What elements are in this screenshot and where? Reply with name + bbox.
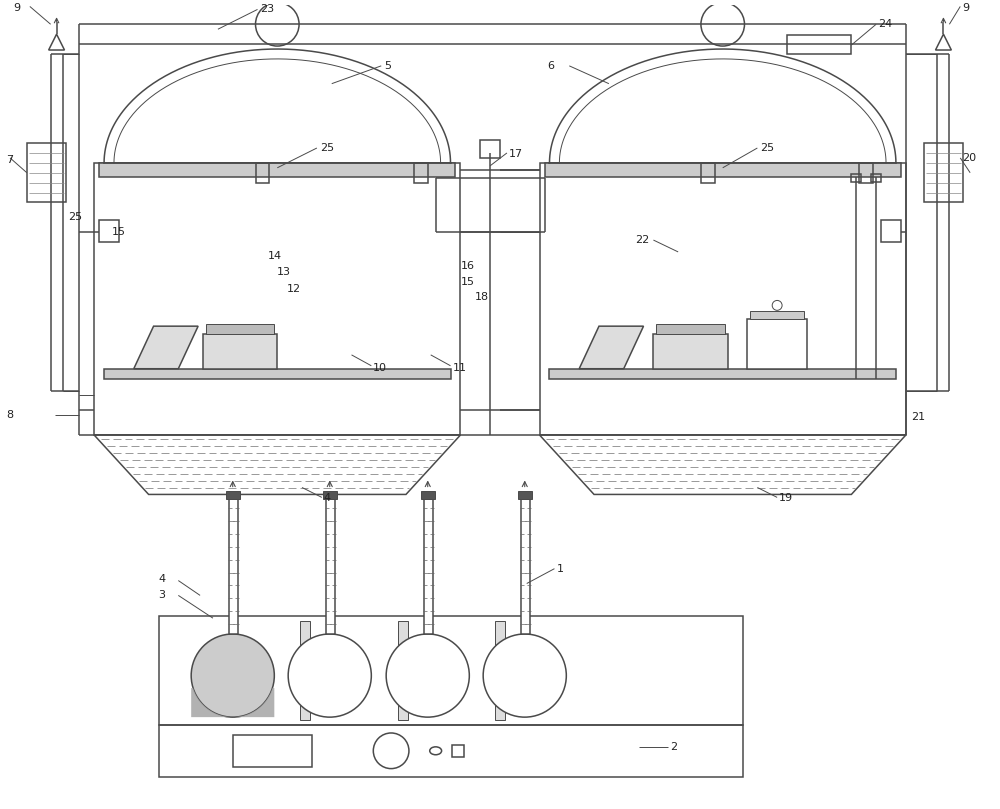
Text: 15: 15 — [460, 277, 474, 286]
Bar — [206, 324, 274, 334]
Bar — [452, 745, 464, 756]
Text: 25: 25 — [760, 143, 774, 153]
Text: 21: 21 — [911, 413, 925, 422]
Bar — [859, 163, 873, 183]
Text: 18: 18 — [475, 293, 489, 303]
Bar — [256, 163, 269, 183]
Text: 8: 8 — [6, 410, 13, 420]
Bar — [424, 499, 433, 634]
Text: 16: 16 — [460, 260, 474, 271]
Text: 20: 20 — [962, 153, 976, 163]
Bar — [871, 174, 881, 182]
Circle shape — [373, 733, 409, 769]
Bar — [414, 163, 428, 183]
Polygon shape — [540, 435, 906, 494]
Polygon shape — [936, 34, 951, 50]
Text: 17: 17 — [509, 149, 523, 159]
Circle shape — [772, 300, 782, 311]
Text: 4: 4 — [324, 493, 331, 503]
Bar — [27, 143, 66, 202]
Bar — [229, 499, 238, 634]
Bar — [104, 369, 451, 379]
Text: 13: 13 — [277, 267, 291, 277]
Bar — [480, 140, 500, 158]
Text: 3: 3 — [159, 591, 166, 600]
Circle shape — [701, 2, 744, 46]
Bar — [851, 174, 861, 182]
Text: 9: 9 — [13, 3, 20, 14]
Bar — [226, 491, 240, 499]
Bar — [323, 491, 337, 499]
Text: 24: 24 — [878, 19, 892, 29]
Polygon shape — [94, 435, 460, 494]
Circle shape — [386, 634, 469, 717]
Bar — [203, 334, 277, 369]
Text: 11: 11 — [452, 362, 466, 373]
Bar — [233, 735, 312, 767]
Text: 5: 5 — [384, 61, 391, 71]
Bar — [159, 725, 743, 777]
Text: 25: 25 — [68, 212, 82, 222]
Bar — [750, 311, 804, 320]
Ellipse shape — [430, 747, 442, 755]
Text: 23: 23 — [260, 4, 275, 15]
Polygon shape — [134, 326, 198, 369]
Bar — [518, 491, 532, 499]
Bar — [99, 163, 455, 176]
Text: 7: 7 — [6, 155, 13, 165]
Bar — [787, 35, 851, 54]
Text: 22: 22 — [636, 235, 650, 245]
Circle shape — [483, 634, 566, 717]
Bar — [398, 621, 408, 720]
Bar — [495, 621, 505, 720]
Text: 2: 2 — [670, 742, 677, 752]
Bar — [549, 369, 896, 379]
Bar — [300, 621, 310, 720]
Text: 25: 25 — [320, 143, 334, 153]
Text: 15: 15 — [112, 227, 126, 237]
Text: 1: 1 — [556, 564, 563, 574]
Bar — [326, 499, 335, 634]
Text: 19: 19 — [779, 493, 793, 503]
Text: 14: 14 — [267, 251, 282, 260]
Polygon shape — [579, 326, 644, 369]
Bar — [747, 320, 807, 369]
Text: 10: 10 — [373, 362, 387, 373]
Polygon shape — [49, 34, 64, 50]
Text: 4: 4 — [159, 574, 166, 583]
Bar — [94, 163, 460, 435]
Bar — [545, 163, 901, 176]
Text: 6: 6 — [548, 61, 555, 71]
Bar — [881, 220, 901, 242]
Bar — [653, 334, 728, 369]
Bar — [656, 324, 725, 334]
Bar — [521, 499, 530, 634]
Circle shape — [288, 634, 371, 717]
Bar — [159, 616, 743, 725]
Bar — [924, 143, 963, 202]
Bar — [540, 163, 906, 435]
Text: 9: 9 — [962, 3, 969, 14]
Bar — [701, 163, 715, 183]
Bar — [421, 491, 435, 499]
Bar — [99, 220, 119, 242]
Text: 12: 12 — [287, 283, 301, 294]
Circle shape — [191, 634, 274, 717]
Circle shape — [256, 2, 299, 46]
